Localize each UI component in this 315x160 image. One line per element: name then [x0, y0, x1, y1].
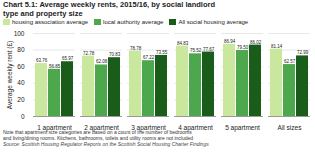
svg-text:72.78: 72.78: [83, 51, 95, 56]
svg-text:60: 60: [17, 63, 25, 70]
svg-text:72.99: 72.99: [297, 51, 309, 56]
svg-text:0: 0: [21, 113, 25, 120]
svg-text:5 apartment: 5 apartment: [225, 124, 260, 132]
svg-text:All sizes: All sizes: [278, 124, 303, 131]
svg-text:73.55: 73.55: [156, 50, 168, 55]
svg-text:56.85: 56.85: [49, 64, 61, 69]
svg-text:40: 40: [17, 80, 25, 87]
svg-text:78.78: 78.78: [130, 46, 142, 51]
svg-text:79.50: 79.50: [237, 45, 249, 50]
svg-text:81.14: 81.14: [271, 44, 283, 49]
svg-text:75.52: 75.52: [190, 49, 202, 54]
svg-text:86.02: 86.02: [250, 40, 262, 45]
svg-text:77.67: 77.67: [203, 47, 215, 52]
svg-text:67.22: 67.22: [143, 55, 155, 60]
svg-text:63.76: 63.76: [36, 58, 48, 63]
svg-text:62.08: 62.08: [96, 60, 108, 65]
svg-text:20: 20: [17, 96, 25, 103]
svg-text:65.97: 65.97: [62, 56, 74, 61]
svg-text:100: 100: [14, 30, 25, 37]
svg-text:70.83: 70.83: [109, 52, 121, 57]
svg-text:80: 80: [17, 46, 25, 53]
svg-text:84.83: 84.83: [177, 41, 189, 46]
svg-text:Average weekly rent (£): Average weekly rent (£): [6, 41, 14, 110]
svg-text:62.57: 62.57: [284, 59, 296, 64]
svg-text:86.94: 86.94: [224, 39, 236, 44]
